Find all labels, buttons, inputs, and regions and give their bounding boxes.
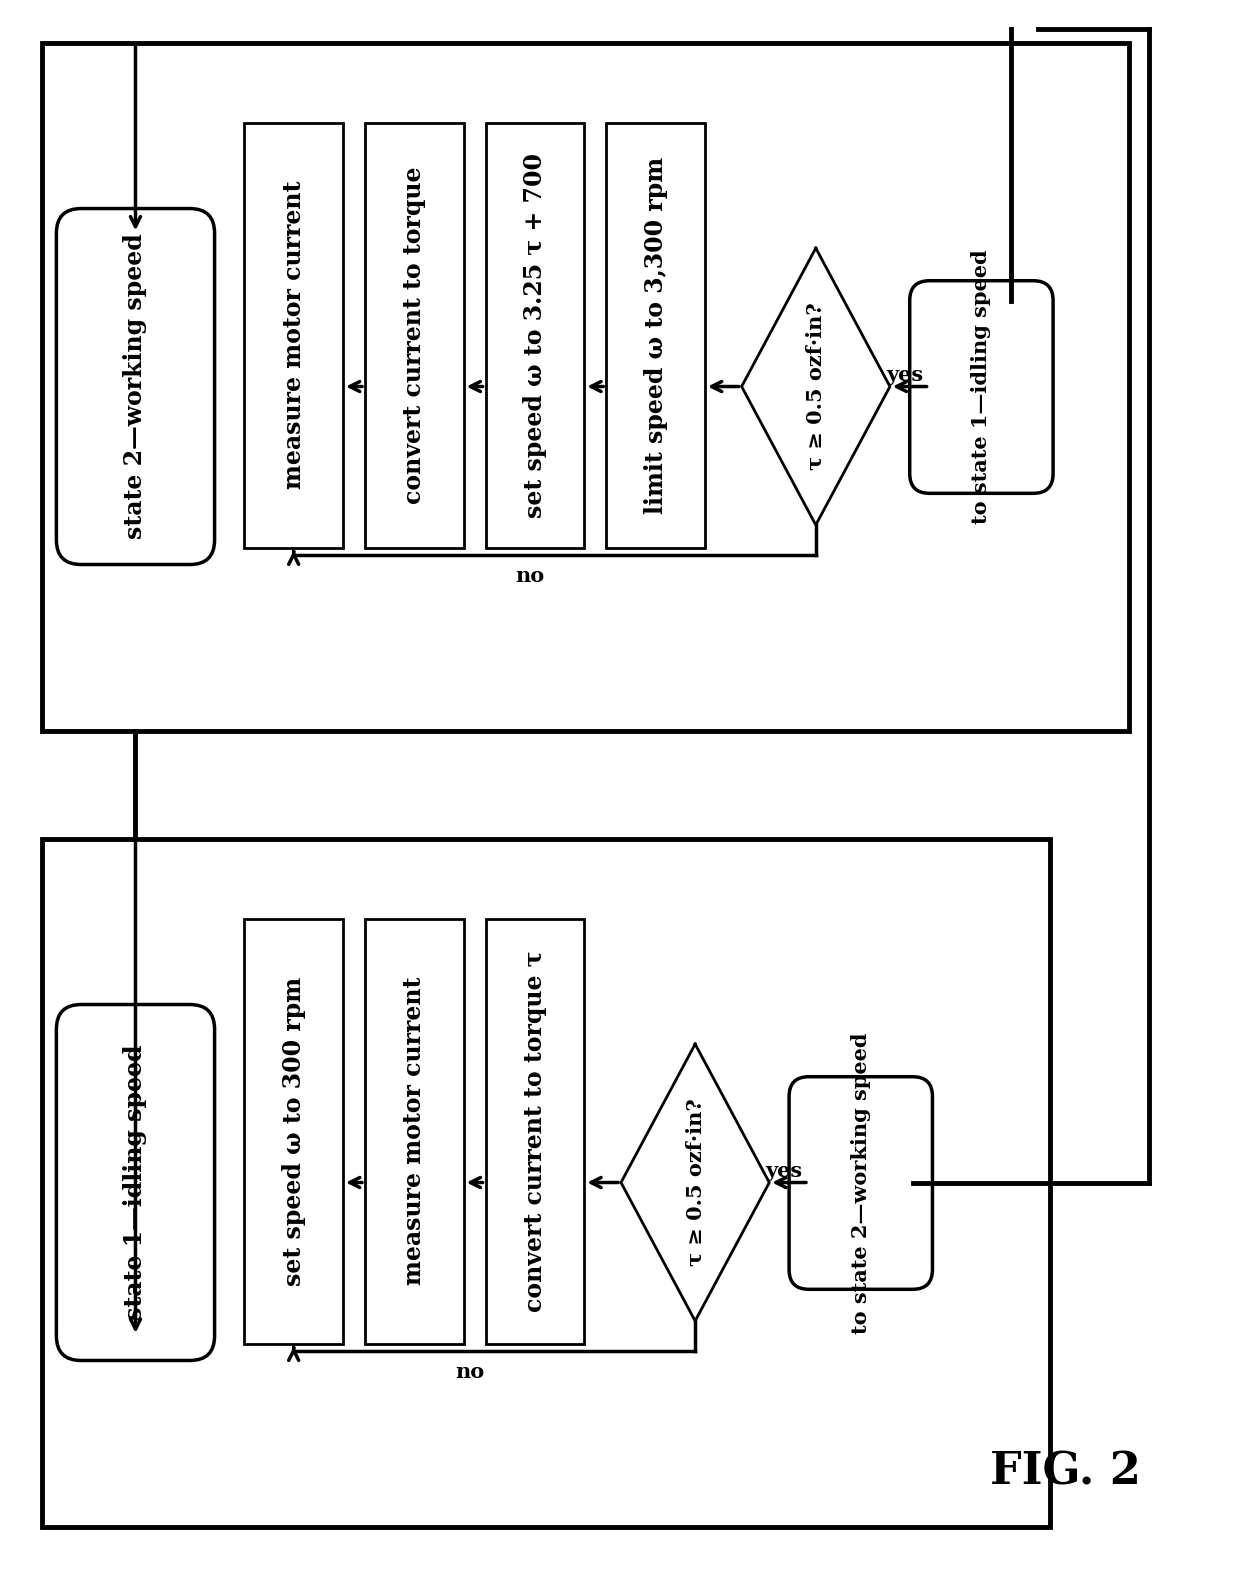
Text: convert current to torque: convert current to torque [402,167,427,503]
Text: limit speed ω to 3,300 rpm: limit speed ω to 3,300 rpm [644,157,667,514]
Text: τ ≥ 0.5 ozf·in?: τ ≥ 0.5 ozf·in? [806,302,826,470]
Bar [244,919,343,1343]
Text: yes: yes [765,1161,802,1181]
Polygon shape [742,249,890,525]
FancyBboxPatch shape [56,1005,215,1361]
Text: no: no [516,566,544,587]
Text: to state 1—idling speed: to state 1—idling speed [971,250,992,524]
Bar [42,44,1130,730]
Bar [486,919,584,1343]
Bar [365,123,464,547]
Text: state 1—idling speed: state 1—idling speed [124,1044,148,1320]
Text: measure motor current: measure motor current [402,977,427,1285]
Bar [365,919,464,1343]
Bar [244,123,343,547]
Text: yes: yes [887,365,924,385]
Text: no: no [455,1362,485,1383]
Text: to state 2—working speed: to state 2—working speed [851,1032,870,1334]
Text: convert current to torque τ: convert current to torque τ [523,950,547,1312]
Text: set speed ω to 300 rpm: set speed ω to 300 rpm [281,977,306,1285]
Text: FIG. 2: FIG. 2 [990,1450,1141,1494]
FancyBboxPatch shape [789,1076,932,1290]
FancyBboxPatch shape [56,209,215,565]
Text: τ ≥ 0.5 ozf·in?: τ ≥ 0.5 ozf·in? [686,1098,706,1266]
Bar [486,123,584,547]
FancyBboxPatch shape [910,280,1053,494]
Text: set speed ω to 3.25 τ + 700: set speed ω to 3.25 τ + 700 [523,153,547,518]
Bar [606,123,706,547]
Bar [42,840,1050,1527]
Polygon shape [621,1044,769,1321]
Text: state 2—working speed: state 2—working speed [124,234,148,540]
Text: measure motor current: measure motor current [281,181,306,489]
